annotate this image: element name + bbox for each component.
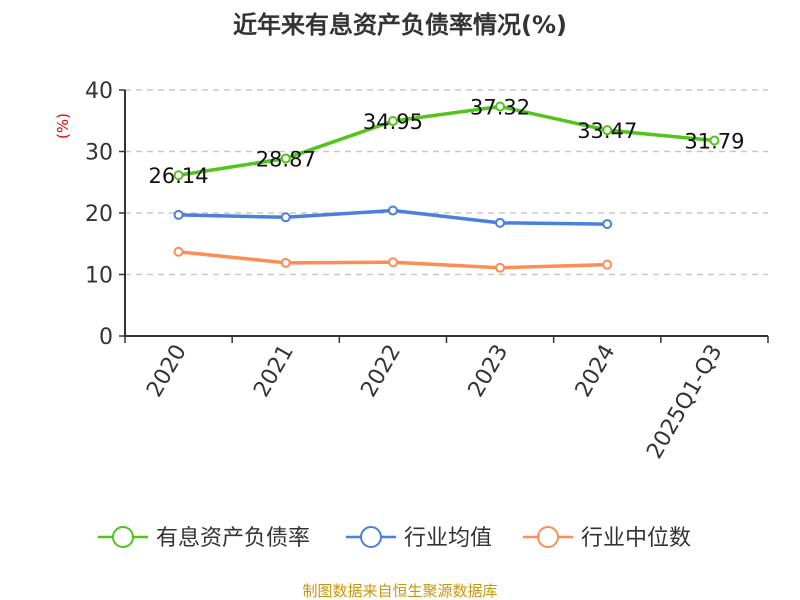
data-point [602,259,613,270]
data-label: 31.79 [684,129,744,153]
x-tick-label: 2025Q1-Q3 [642,341,727,464]
data-point [387,257,398,268]
y-tick-label: 20 [85,202,113,227]
data-label: 34.95 [363,110,423,134]
data-point [387,205,398,216]
y-axis-label: (%) [54,113,72,139]
legend-label: 行业均值 [404,526,492,551]
data-point [280,257,291,268]
data-point [280,212,291,223]
data-point [495,217,506,228]
data-point [387,116,398,127]
legend-label: 有息资产负债率 [156,526,310,551]
x-tick-label: 2022 [356,341,406,402]
data-point [709,135,720,146]
source-footer: 制图数据来自恒生聚源数据库 [302,582,497,600]
legend-marker [537,526,559,548]
x-tick-label: 2023 [464,341,514,402]
legend-marker [112,526,134,548]
data-point [280,153,291,164]
data-label: 26.14 [149,164,209,188]
data-point [495,262,506,273]
x-tick-label: 2024 [571,341,621,402]
data-label: 33.47 [577,119,637,143]
legend-label: 行业中位数 [581,526,691,551]
series-line [178,104,715,177]
data-point [173,170,184,181]
y-tick-label: 10 [85,264,113,289]
chart-title: 近年来有息资产负债率情况(%) [233,11,567,39]
x-tick-label: 2020 [142,341,192,402]
data-point [602,219,613,230]
y-tick-label: 0 [99,325,113,350]
data-point [495,101,506,112]
y-tick-label: 30 [85,141,113,166]
data-point [173,246,184,257]
data-label: 37.32 [470,95,530,119]
x-tick-label: 2021 [249,341,299,402]
data-point [173,209,184,220]
legend-marker [360,526,382,548]
data-label: 28.87 [256,147,316,171]
data-point [602,125,613,136]
y-tick-label: 40 [85,79,113,104]
